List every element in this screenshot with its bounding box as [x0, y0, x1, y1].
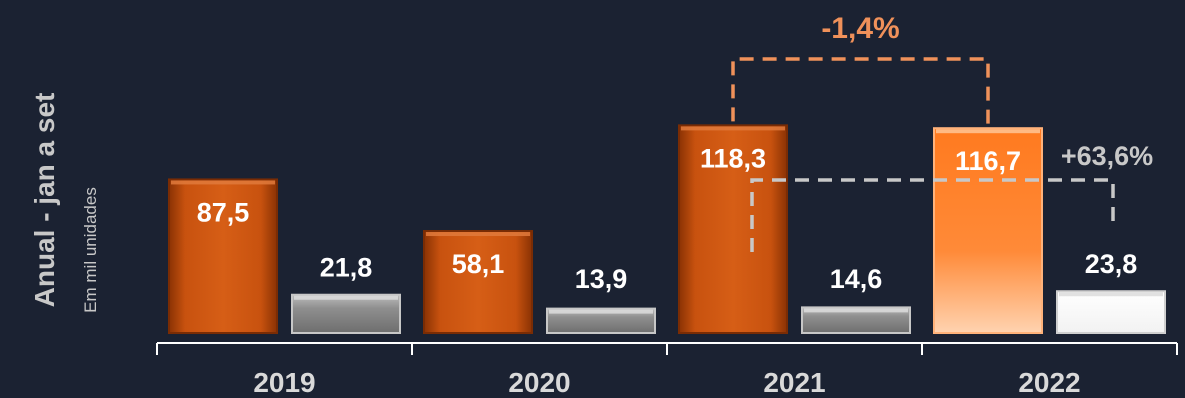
bar-series1-2021 [678, 124, 788, 334]
value-label: 87,5 [197, 197, 250, 227]
x-tick-label: 2022 [1018, 367, 1080, 398]
bar-series1-2019 [168, 178, 278, 334]
bar-top-edge [681, 126, 785, 131]
value-label: 13,9 [575, 264, 628, 294]
bar-top-edge [936, 129, 1040, 134]
change-bracket [731, 57, 990, 125]
bar-series2-2022 [1056, 290, 1166, 334]
value-label: 23,8 [1085, 249, 1138, 279]
unit-label: Em mil unidades [81, 187, 100, 313]
x-tick-label: 2019 [253, 367, 315, 398]
change-bracket [750, 178, 1115, 252]
value-label: 58,1 [452, 249, 505, 279]
bar-top-edge [804, 308, 908, 313]
x-tick-label: 2021 [763, 367, 825, 398]
y-axis-title: Anual - jan a set [29, 93, 60, 308]
bar-top-edge [171, 180, 275, 185]
bar-top-edge [1059, 292, 1163, 297]
value-label: 14,6 [830, 264, 883, 294]
value-label: 21,8 [320, 253, 373, 283]
change-label: -1,4% [821, 12, 899, 45]
change-label: +63,6% [1061, 141, 1153, 171]
bar-top-edge [426, 232, 530, 237]
x-tick-label: 2020 [508, 367, 570, 398]
bar-top-edge [294, 295, 398, 300]
bar-series1-2022 [933, 127, 1043, 334]
value-label: 118,3 [700, 143, 766, 173]
plot-area: 87,5 21,8 2019 58,1 13,9 2020 118,3 14,6 2021 116… [156, 12, 1178, 398]
value-label: 116,7 [955, 146, 1021, 176]
bar-series2-2019 [291, 293, 401, 334]
bar-top-edge [549, 309, 653, 314]
bar-series1-2020 [423, 230, 533, 334]
